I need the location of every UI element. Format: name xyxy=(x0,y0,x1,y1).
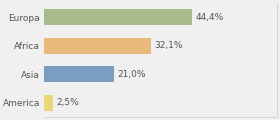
Text: 21,0%: 21,0% xyxy=(118,70,146,79)
Text: 44,4%: 44,4% xyxy=(195,13,224,22)
Bar xyxy=(44,95,53,111)
Bar xyxy=(44,9,192,25)
Text: 2,5%: 2,5% xyxy=(56,98,79,107)
Text: 32,1%: 32,1% xyxy=(155,41,183,50)
Bar xyxy=(44,38,151,54)
Bar xyxy=(44,66,114,82)
